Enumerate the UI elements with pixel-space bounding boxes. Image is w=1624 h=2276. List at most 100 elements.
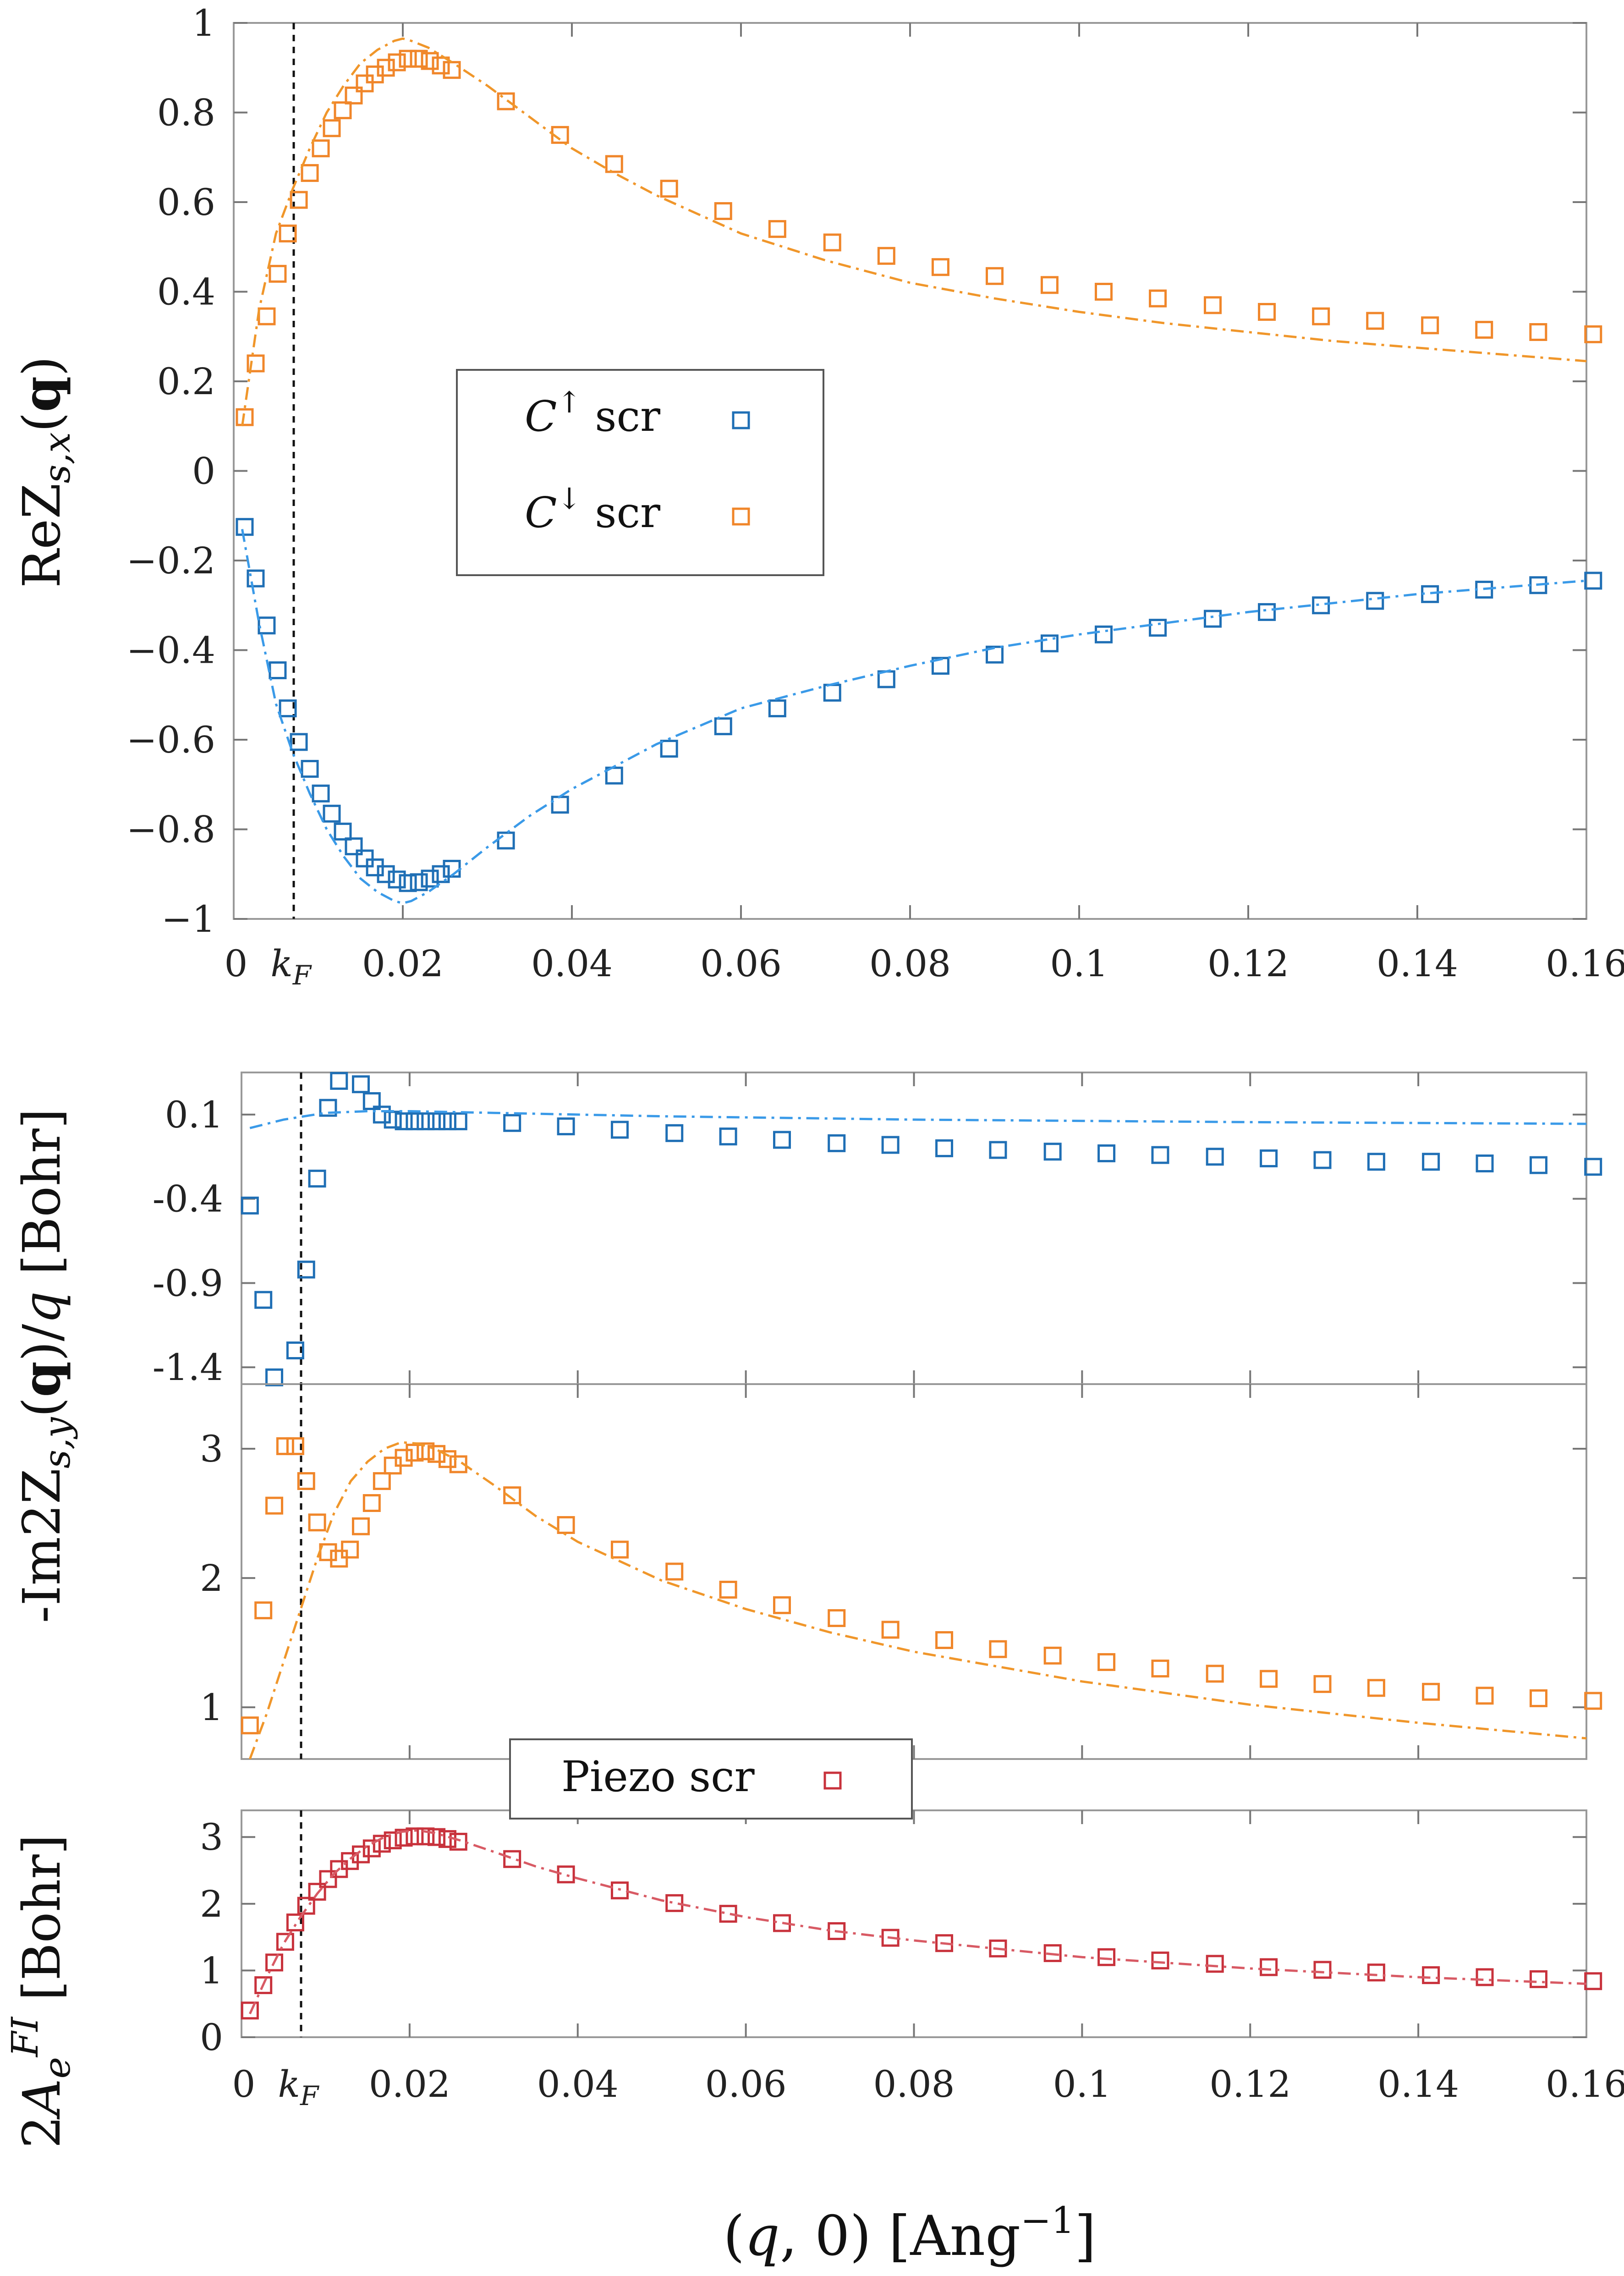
y-tick-label: −0.6: [126, 719, 215, 761]
y-tick-label: 3: [200, 1816, 223, 1858]
data-point: [1529, 1156, 1547, 1174]
panel-mid-lower-series: [241, 1437, 1602, 1759]
x-tick-label: 0.1: [1050, 942, 1108, 985]
data-point: [421, 869, 439, 888]
data-point: [286, 1437, 304, 1455]
x-tick-label: kF: [278, 2063, 319, 2111]
data-point: [1149, 289, 1167, 308]
data-point: [373, 1472, 391, 1490]
data-point: [1095, 283, 1113, 301]
ylabel-bottom: 2AeFI [Bohr]: [4, 1834, 78, 2148]
data-point: [1529, 1689, 1547, 1707]
data-point: [276, 1437, 294, 1455]
data-point: [377, 865, 395, 883]
x-tick-label: 0.1: [1053, 2063, 1111, 2106]
data-point: [931, 258, 949, 276]
data-point: [330, 1550, 348, 1568]
data-point: [1476, 1687, 1494, 1705]
y-tick-label: -1.4: [153, 1346, 223, 1389]
data-point: [276, 1933, 294, 1951]
data-point: [432, 56, 450, 75]
data-point: [258, 616, 276, 635]
data-point: [1260, 1149, 1278, 1167]
data-point: [714, 202, 732, 220]
data-point: [1151, 1952, 1169, 1970]
data-point: [362, 1494, 381, 1512]
panel-mid-upper: 0.1 -0.4 -0.9 -1.4: [153, 1072, 1602, 1389]
data-point: [1206, 1665, 1224, 1683]
panel-mid-upper-axes: 0.1 -0.4 -0.9 -1.4: [153, 1072, 1586, 1389]
data-point: [935, 1631, 954, 1649]
data-point: [406, 1443, 424, 1462]
data-point: [1367, 1963, 1385, 1982]
data-point: [881, 1621, 900, 1639]
data-point: [1367, 1679, 1385, 1697]
x-tick-label: 0.02: [362, 942, 444, 985]
panel-top-series: [236, 37, 1602, 905]
x-tick-label: 0.06: [700, 942, 782, 985]
data-point: [714, 717, 732, 736]
data-point: [236, 518, 254, 536]
ylabel-mid: -Im2Zs,y(q)/q [Bohr]: [12, 1109, 78, 1623]
data-point: [503, 1486, 521, 1505]
data-point: [247, 354, 265, 373]
y-tick-label: 0: [200, 2016, 223, 2059]
data-point: [406, 1827, 424, 1846]
data-point: [551, 796, 569, 814]
x-tick-label: 0.08: [869, 942, 951, 985]
data-point: [373, 1835, 391, 1853]
data-point: [1040, 276, 1059, 294]
data-point: [319, 1870, 337, 1888]
data-point: [557, 1865, 575, 1884]
data-point: [1097, 1948, 1116, 1966]
kf-subscript: F: [292, 960, 312, 991]
data-point: [828, 1134, 846, 1152]
data-point: [341, 1540, 359, 1559]
data-point: [241, 1196, 259, 1215]
data-point: [1258, 603, 1276, 621]
data-point: [410, 49, 428, 68]
data-point: [312, 139, 330, 158]
legend-piezo-label: Piezo scr: [561, 1752, 755, 1801]
data-point: [438, 1112, 456, 1131]
data-point: [1097, 1653, 1116, 1671]
x-tick-label: 0.12: [1209, 2063, 1291, 2106]
legend-down-label: C↓ scr: [525, 482, 660, 537]
data-point: [665, 1894, 684, 1912]
legend-piezo-marker: [823, 1771, 842, 1790]
data-point: [1366, 312, 1384, 330]
panel-top-axes: 10.80.60.40.20−0.2−0.4−0.6−0.8−10 kF 0.02 0…: [126, 2, 1624, 991]
x-tick-label: 0.04: [531, 942, 613, 985]
data-point: [986, 645, 1004, 664]
data-point: [1040, 634, 1059, 653]
data-point: [1584, 572, 1602, 590]
data-point: [265, 1953, 284, 1972]
data-point: [1422, 1966, 1440, 1985]
data-point: [417, 1827, 435, 1846]
data-point: [1313, 1675, 1332, 1693]
data-point: [1529, 1970, 1547, 1988]
data-point: [503, 1114, 521, 1132]
data-point: [345, 86, 363, 104]
panel-top: 10.80.60.40.20−0.2−0.4−0.6−0.8−10 kF 0.02 0…: [12, 2, 1624, 991]
data-point: [399, 874, 417, 892]
data-point: [301, 164, 319, 182]
data-point: [395, 1829, 413, 1847]
data-point: [241, 2001, 259, 2020]
data-point: [428, 1828, 446, 1846]
data-point: [269, 661, 287, 679]
data-point: [334, 101, 352, 120]
data-point: [773, 1596, 791, 1614]
data-point: [665, 1124, 684, 1142]
data-point: [258, 307, 276, 325]
data-point: [1476, 1154, 1494, 1172]
data-point: [1313, 1961, 1332, 1979]
y-tick-label: 3: [200, 1428, 223, 1470]
panel-mid-lower: 3 2 1 -Im2Zs,y(q)/q [Bohr]: [12, 1109, 1602, 1760]
data-point: [351, 1845, 370, 1864]
x-tick-label: 0.04: [537, 2063, 619, 2106]
data-point: [660, 180, 678, 198]
data-point: [265, 1368, 284, 1386]
data-point: [362, 1839, 381, 1858]
